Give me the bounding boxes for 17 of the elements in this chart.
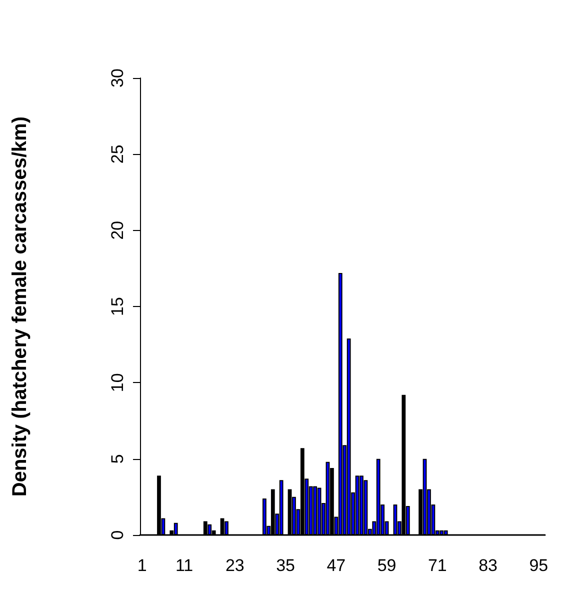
y-tick-label: 20 [108,220,127,240]
y-tick-label: 5 [108,454,127,464]
y-axis-title: Density (hatchery female carcasses/km) [9,116,31,497]
x-tick-label: 35 [276,556,296,575]
y-tick-label: 25 [108,144,127,164]
x-tick-label: 71 [428,556,447,575]
x-tick-label: 95 [529,556,548,575]
y-tick-label: 30 [108,68,127,88]
x-tick-label: 11 [175,556,194,575]
y-tick-label: 10 [108,373,127,392]
x-tick-label: 83 [478,556,498,575]
x-tick-label: 47 [326,556,346,575]
y-tick-label: 0 [108,530,127,540]
x-tick-label: 23 [225,556,244,575]
x-tick-label: 1 [137,556,147,575]
x-tick-label: 59 [377,556,396,575]
y-tick-label: 15 [108,297,127,316]
